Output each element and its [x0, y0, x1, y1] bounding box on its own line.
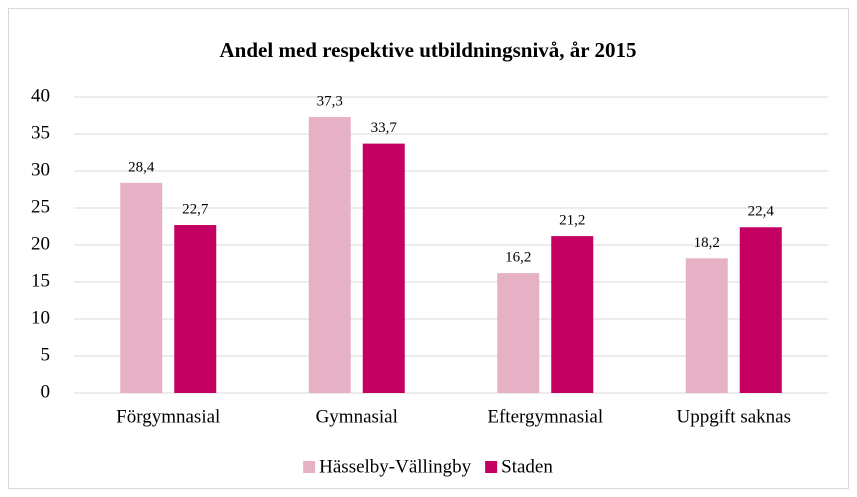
y-tick-label: 30 [31, 159, 50, 180]
bar [685, 258, 728, 393]
y-tick-label: 0 [41, 381, 51, 402]
y-tick-label: 5 [41, 344, 51, 365]
bar [739, 227, 782, 393]
legend-swatch [485, 461, 498, 473]
x-tick-label: Förgymnasial [116, 406, 220, 427]
y-tick-label: 10 [31, 307, 50, 328]
x-tick-label: Uppgift saknas [676, 406, 791, 427]
legend-label: Hässelby-Vällingby [319, 456, 471, 477]
value-label: 28,4 [128, 159, 155, 175]
bar [551, 236, 594, 393]
bar [120, 182, 163, 393]
chart-title: Andel med respektive utbildningsnivå, år… [220, 38, 637, 62]
legend-swatch [303, 461, 316, 473]
value-label: 18,2 [694, 235, 720, 251]
x-tick-label: Gymnasial [316, 406, 398, 427]
bar [308, 116, 351, 393]
y-tick-label: 35 [31, 122, 50, 143]
value-label: 22,4 [748, 204, 775, 220]
y-tick-label: 15 [31, 270, 50, 291]
bar [362, 143, 405, 393]
value-label: 33,7 [371, 120, 398, 136]
y-tick-label: 40 [31, 85, 50, 106]
value-label: 21,2 [559, 213, 585, 229]
value-label: 16,2 [505, 250, 531, 266]
legend-label: Staden [501, 456, 553, 477]
bar [174, 225, 217, 393]
y-tick-label: 20 [31, 233, 50, 254]
y-tick-label: 25 [31, 196, 50, 217]
value-label: 22,7 [182, 201, 209, 217]
bar [497, 273, 540, 393]
x-tick-label: Eftergymnasial [487, 406, 603, 427]
value-label: 37,3 [317, 93, 343, 109]
